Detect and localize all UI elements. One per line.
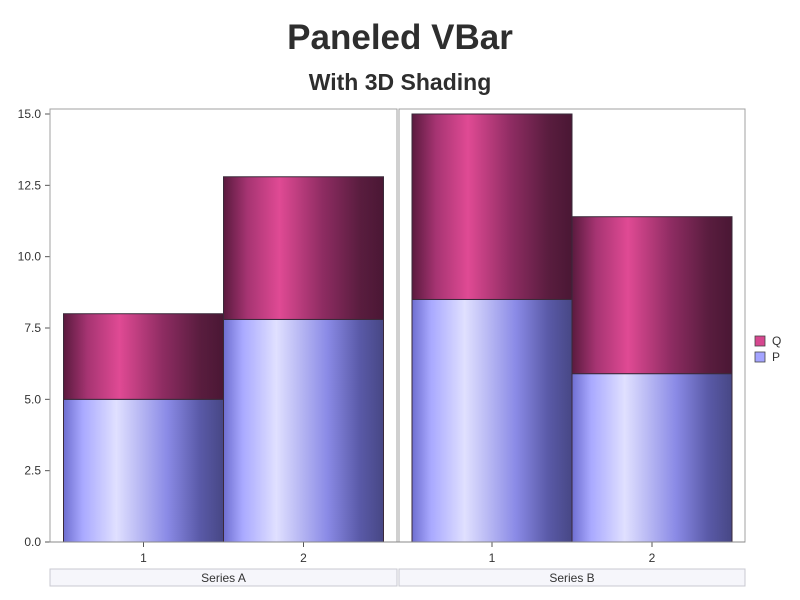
panel-label: Series A [201,571,246,585]
y-tick-label: 5.0 [24,392,41,406]
chart-subtitle: With 3D Shading [308,69,492,95]
legend-swatch-p [754,351,766,363]
bar-q [63,313,224,400]
bar-p [571,373,733,543]
y-tick-label: 15.0 [18,107,42,121]
bar-p [223,318,384,543]
y-tick-label: 0.0 [24,535,41,549]
y-tick-label: 7.5 [24,321,41,335]
x-tick-label: 1 [140,551,147,565]
bar-p [411,298,573,543]
panel-label-box [49,568,398,587]
x-tick-label: 2 [649,551,656,565]
bar-q [223,176,384,320]
chart-title: Paneled VBar [287,18,513,57]
y-tick-label: 2.5 [24,464,41,478]
bar-p [63,398,224,543]
legend-label-p: P [772,350,780,364]
bar-q [411,113,573,300]
panel-label: Series B [549,571,594,585]
y-tick-label: 10.0 [18,250,42,264]
panel-label-box [398,568,746,587]
bar-q [571,216,733,375]
legend-swatch-q [754,335,766,347]
x-tick-label: 2 [300,551,307,565]
x-tick-label: 1 [489,551,496,565]
y-tick-label: 12.5 [18,178,42,192]
legend-label-q: Q [772,334,781,348]
